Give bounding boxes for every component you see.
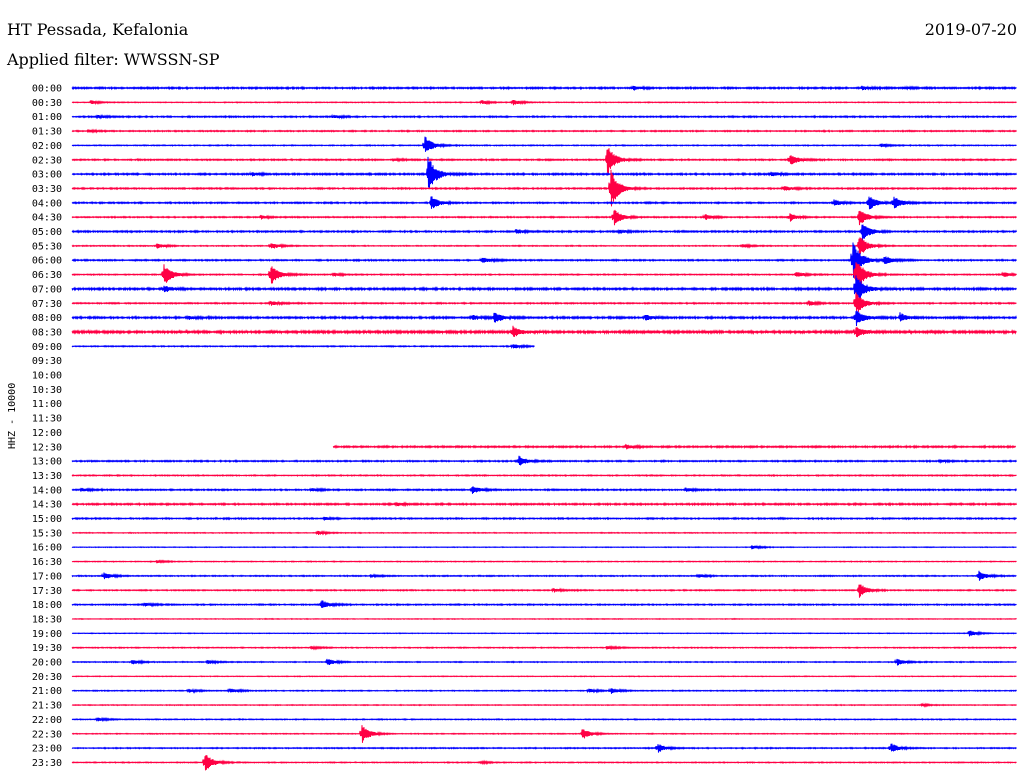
trace-row-2030 bbox=[71, 675, 1017, 678]
time-tick-label: 19:00 bbox=[32, 629, 62, 640]
time-tick-label: 19:30 bbox=[32, 643, 62, 654]
trace-row-1300 bbox=[71, 455, 1017, 466]
time-tick-label: 21:30 bbox=[32, 701, 62, 712]
time-tick-label: 22:00 bbox=[32, 715, 62, 726]
time-tick-label: 13:30 bbox=[32, 471, 62, 482]
time-tick-label: 18:00 bbox=[32, 600, 62, 611]
trace-row-2230 bbox=[71, 725, 1017, 743]
time-tick-label: 14:00 bbox=[32, 485, 62, 496]
trace-row-1230 bbox=[332, 443, 1017, 450]
trace-row-0800 bbox=[71, 310, 1017, 327]
time-tick-label: 07:30 bbox=[32, 299, 62, 310]
trace-lines bbox=[71, 85, 1017, 771]
trace-row-0430 bbox=[71, 209, 1017, 226]
time-tick-label: 13:00 bbox=[32, 457, 62, 468]
trace-row-0900 bbox=[71, 343, 535, 350]
time-tick-label: 20:00 bbox=[32, 658, 62, 669]
date-label: 2019-07-20 bbox=[924, 20, 1017, 39]
trace-row-0830 bbox=[71, 325, 1017, 338]
trace-row-1830 bbox=[71, 617, 1017, 621]
trace-row-0730 bbox=[71, 292, 1017, 312]
time-tick-label: 01:00 bbox=[32, 112, 62, 123]
trace-row-0530 bbox=[71, 237, 1017, 257]
time-tick-label: 05:30 bbox=[32, 241, 62, 252]
trace-row-0200 bbox=[71, 136, 1017, 152]
time-tick-label: 15:00 bbox=[32, 514, 62, 525]
trace-row-1400 bbox=[71, 486, 1017, 494]
trace-row-1700 bbox=[71, 570, 1017, 581]
time-tick-label: 03:30 bbox=[32, 184, 62, 195]
trace-row-1330 bbox=[71, 473, 1017, 478]
trace-row-0130 bbox=[71, 128, 1017, 134]
trace-row-0700 bbox=[71, 275, 1017, 304]
time-tick-label: 18:30 bbox=[32, 614, 62, 625]
trace-row-2100 bbox=[71, 687, 1017, 694]
station-title: HT Pessada, Kefalonia bbox=[7, 20, 189, 39]
time-tick-label: 08:00 bbox=[32, 313, 62, 324]
time-tick-label: 23:00 bbox=[32, 744, 62, 755]
time-tick-label: 16:30 bbox=[32, 557, 62, 568]
trace-row-1930 bbox=[71, 644, 1017, 651]
time-tick-label: 16:00 bbox=[32, 543, 62, 554]
time-tick-label: 21:00 bbox=[32, 686, 62, 697]
trace-row-2000 bbox=[71, 658, 1017, 666]
trace-row-0000 bbox=[71, 85, 1017, 91]
trace-row-2200 bbox=[71, 716, 1017, 723]
time-tick-label: 23:30 bbox=[32, 758, 62, 769]
trace-row-2300 bbox=[71, 743, 1017, 753]
trace-row-1800 bbox=[71, 600, 1017, 608]
time-tick-label: 22:30 bbox=[32, 729, 62, 740]
time-tick-label: 14:30 bbox=[32, 500, 62, 511]
time-tick-label: 05:00 bbox=[32, 227, 62, 238]
time-tick-label: 12:00 bbox=[32, 428, 62, 439]
time-tick-label: 03:00 bbox=[32, 170, 62, 181]
time-tick-label: 09:30 bbox=[32, 356, 62, 367]
trace-row-0030 bbox=[71, 99, 1017, 106]
time-tick-label: 07:00 bbox=[32, 284, 62, 295]
trace-row-0300 bbox=[71, 156, 1017, 189]
time-tick-label: 01:30 bbox=[32, 127, 62, 138]
trace-row-1630 bbox=[71, 559, 1017, 564]
time-tick-label: 04:30 bbox=[32, 213, 62, 224]
trace-row-1900 bbox=[71, 630, 1017, 637]
time-tick-label: 02:30 bbox=[32, 155, 62, 166]
time-tick-label: 10:30 bbox=[32, 385, 62, 396]
time-tick-label: 10:00 bbox=[32, 371, 62, 382]
time-tick-label: 15:30 bbox=[32, 528, 62, 539]
trace-row-0630 bbox=[71, 262, 1017, 293]
time-tick-label: 08:30 bbox=[32, 327, 62, 338]
time-tick-label: 17:00 bbox=[32, 571, 62, 582]
time-tick-label: 00:00 bbox=[32, 84, 62, 95]
trace-row-2130 bbox=[71, 702, 1017, 708]
trace-row-0230 bbox=[71, 148, 1017, 174]
time-tick-label: 20:30 bbox=[32, 672, 62, 683]
time-tick-label: 11:30 bbox=[32, 414, 62, 425]
filter-label: Applied filter: WWSSN-SP bbox=[7, 50, 220, 69]
time-tick-label: 17:30 bbox=[32, 586, 62, 597]
trace-row-1730 bbox=[71, 584, 1017, 598]
time-tick-label: 09:00 bbox=[32, 342, 62, 353]
trace-row-1500 bbox=[71, 515, 1017, 521]
trace-row-1530 bbox=[71, 529, 1017, 536]
time-tick-label: 00:30 bbox=[32, 98, 62, 109]
time-tick-label: 11:00 bbox=[32, 399, 62, 410]
time-tick-label: 02:00 bbox=[32, 141, 62, 152]
time-tick-label: 12:30 bbox=[32, 442, 62, 453]
time-tick-label: 06:30 bbox=[32, 270, 62, 281]
trace-row-0500 bbox=[71, 224, 1017, 242]
time-tick-label: 06:00 bbox=[32, 256, 62, 267]
time-tick-label: 04:00 bbox=[32, 198, 62, 209]
time-tick-labels: 00:00 00:30 01:00 01:30 02:00 02:30 03:00 03:30… bbox=[32, 84, 62, 769]
trace-row-0400 bbox=[71, 196, 1017, 210]
trace-row-0100 bbox=[71, 113, 1017, 120]
trace-row-0600 bbox=[71, 242, 1017, 278]
trace-row-0330 bbox=[71, 169, 1017, 207]
trace-row-2330 bbox=[71, 754, 1017, 771]
trace-row-1600 bbox=[71, 544, 1017, 550]
trace-row-1430 bbox=[71, 501, 1017, 508]
